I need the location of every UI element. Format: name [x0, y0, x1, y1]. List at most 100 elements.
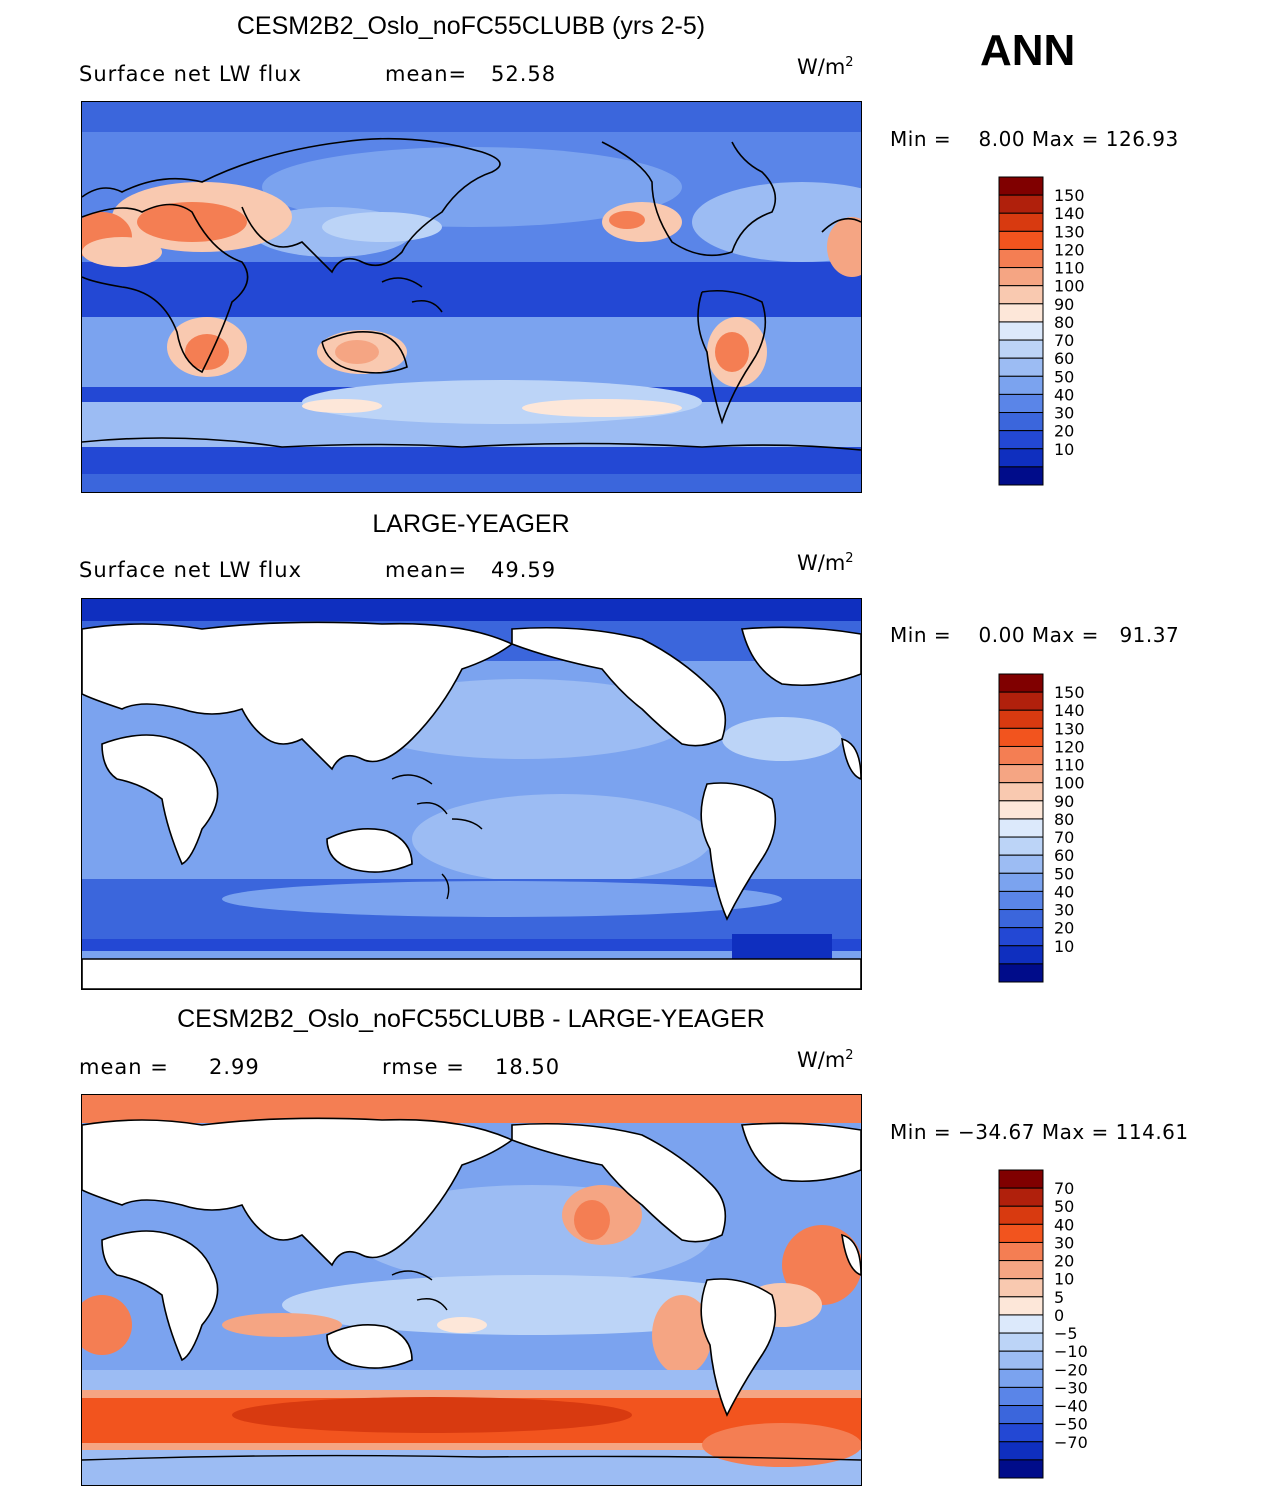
panel2-colorbar-swatch — [998, 764, 1044, 784]
panel3-colorbar-swatch — [998, 1441, 1044, 1461]
panel3-colorbar-swatch — [998, 1205, 1044, 1225]
panel2-colorbar-tick-label: 20 — [1054, 919, 1074, 938]
panel1-colorbar-swatch — [998, 248, 1044, 269]
panel2-colorbar-swatch — [998, 782, 1044, 802]
panel1-map — [81, 101, 862, 493]
panel2-colorbar-tick-label: 130 — [1054, 719, 1085, 738]
panel3-colorbar-tick-label: 30 — [1054, 1233, 1074, 1252]
season-label: ANN — [980, 26, 1076, 75]
panel3-colorbar-swatch — [998, 1241, 1044, 1262]
panel2-colorbar-tick-label: 40 — [1054, 882, 1074, 901]
panel2-title: LARGE-YEAGER — [372, 510, 570, 538]
panel3-rmse-value: 18.50 — [495, 1055, 561, 1079]
panel3-colorbar-swatch — [998, 1350, 1044, 1370]
panel3-min-max: Min = −34.67 Max = 114.61 — [890, 1120, 1189, 1144]
panel1-colorbar-tick-label: 70 — [1054, 331, 1074, 350]
panel3-colorbar-swatch — [998, 1405, 1044, 1425]
panel3-title: CESM2B2_Oslo_noFC55CLUBB - LARGE-YEAGER — [177, 1005, 765, 1033]
panel3-colorbar-tick-label: −40 — [1054, 1397, 1088, 1416]
panel2-colorbar-tick-label: 100 — [1054, 774, 1085, 793]
panel3-colorbar-swatch — [998, 1459, 1044, 1479]
panel1-colorbar-swatch — [998, 230, 1044, 250]
panel1-title: CESM2B2_Oslo_noFC55CLUBB (yrs 2-5) — [236, 12, 706, 40]
panel2-colorbar-swatch — [998, 836, 1044, 856]
panel1-colorbar-tick-label: 110 — [1054, 259, 1085, 278]
panel2-colorbar-swatch — [998, 691, 1044, 711]
panel3-units: W/m2 — [797, 1048, 854, 1072]
panel1-colorbar-swatch — [998, 412, 1044, 432]
panel2-colorbar-swatch — [998, 727, 1044, 747]
panel3-colorbar-tick-label: 70 — [1054, 1179, 1074, 1198]
panel2-variable-label: Surface net LW flux — [79, 558, 302, 582]
panel1-colorbar-tick-label: 90 — [1054, 295, 1074, 314]
panel1-colorbar-tick-label: 130 — [1054, 222, 1085, 241]
panel3-colorbar-tick-label: 20 — [1054, 1252, 1074, 1271]
panel1-colorbar-tick-label: 10 — [1054, 440, 1074, 459]
panel2-mean-label: mean= — [385, 558, 468, 582]
panel3-colorbar-tick-label: 10 — [1054, 1270, 1074, 1289]
panel2-colorbar-tick-label: 10 — [1054, 937, 1074, 956]
panel3-map — [81, 1094, 862, 1486]
panel1-variable-label: Surface net LW flux — [79, 62, 302, 86]
panel2-colorbar-tick-label: 80 — [1054, 810, 1074, 829]
panel1-colorbar-swatch — [998, 448, 1044, 468]
panel3-colorbar-swatch — [998, 1260, 1044, 1280]
panel2-mean-value: 49.59 — [491, 558, 557, 582]
panel2-colorbar-swatch — [998, 818, 1044, 838]
panel1-colorbar-swatch — [998, 267, 1044, 287]
panel2-colorbar-swatch — [998, 872, 1044, 892]
panel3-colorbar-swatch — [998, 1423, 1044, 1443]
panel3-colorbar-tick-label: 5 — [1054, 1288, 1064, 1307]
panel2-colorbar-tick-label: 30 — [1054, 901, 1074, 920]
panel1-colorbar-tick-label: 120 — [1054, 240, 1085, 259]
panel3-colorbar-swatch — [998, 1368, 1044, 1388]
panel1-mean-value: 52.58 — [491, 62, 557, 86]
panel1-colorbar: 150 140 130 120 110 100 90 80 70 60 50 40 30 20 10 — [998, 176, 1118, 486]
panel1-colorbar-swatch — [998, 393, 1044, 414]
panel2-colorbar-swatch — [998, 673, 1044, 693]
panel3-colorbar-swatch — [998, 1187, 1044, 1207]
panel1-colorbar-swatch — [998, 194, 1044, 214]
panel2-colorbar-swatch — [998, 709, 1044, 729]
panel3-colorbar-swatch — [998, 1223, 1044, 1243]
panel3-colorbar-tick-label: 50 — [1054, 1197, 1074, 1216]
panel2-colorbar-tick-label: 110 — [1054, 756, 1085, 775]
panel3-colorbar-swatch — [998, 1386, 1044, 1407]
panel3-colorbar-tick-label: 40 — [1054, 1215, 1074, 1234]
panel3-colorbar: 70 50 40 30 20 10 5 0 −5 −10 −20 −30 −40 −50 −70 — [998, 1169, 1118, 1479]
panel1-min-max: Min = 8.00 Max = 126.93 — [890, 127, 1179, 151]
panel2-colorbar-swatch — [998, 800, 1044, 820]
panel3-rmse-label: rmse = — [382, 1055, 465, 1079]
panel2-colorbar-swatch — [998, 945, 1044, 965]
panel3-colorbar-tick-label: 0 — [1054, 1306, 1064, 1325]
panel1-colorbar-swatch — [998, 285, 1044, 305]
panel2-colorbar-swatch — [998, 963, 1044, 983]
panel1-colorbar-swatch — [998, 176, 1044, 196]
panel1-colorbar-tick-label: 150 — [1054, 186, 1085, 205]
panel1-colorbar-tick-label: 40 — [1054, 385, 1074, 404]
panel3-mean-label: mean = — [79, 1055, 169, 1079]
panel2-colorbar-swatch — [998, 927, 1044, 947]
panel1-colorbar-swatch — [998, 357, 1044, 377]
panel3-colorbar-swatch — [998, 1296, 1044, 1316]
panel2-colorbar-tick-label: 140 — [1054, 701, 1085, 720]
panel1-colorbar-swatch — [998, 430, 1044, 450]
panel2-colorbar-swatch — [998, 890, 1044, 911]
panel1-colorbar-tick-label: 100 — [1054, 277, 1085, 296]
panel2-map — [81, 598, 862, 990]
panel1-colorbar-swatch — [998, 212, 1044, 232]
panel2-colorbar-tick-label: 120 — [1054, 737, 1085, 756]
panel2-colorbar-tick-label: 60 — [1054, 846, 1074, 865]
panel3-colorbar-tick-label: −10 — [1054, 1342, 1088, 1361]
panel1-colorbar-swatch — [998, 321, 1044, 341]
panel1-colorbar-tick-label: 80 — [1054, 313, 1074, 332]
panel2-colorbar-swatch — [998, 745, 1044, 766]
panel3-colorbar-swatch — [998, 1314, 1044, 1334]
panel3-colorbar-tick-label: −50 — [1054, 1415, 1088, 1434]
panel1-colorbar-swatch — [998, 339, 1044, 359]
panel3-colorbar-swatch — [998, 1332, 1044, 1352]
panel2-min-max: Min = 0.00 Max = 91.37 — [890, 623, 1180, 647]
panel1-colorbar-tick-label: 50 — [1054, 367, 1074, 386]
panel2-colorbar-tick-label: 90 — [1054, 792, 1074, 811]
panel2-colorbar-swatch — [998, 909, 1044, 929]
